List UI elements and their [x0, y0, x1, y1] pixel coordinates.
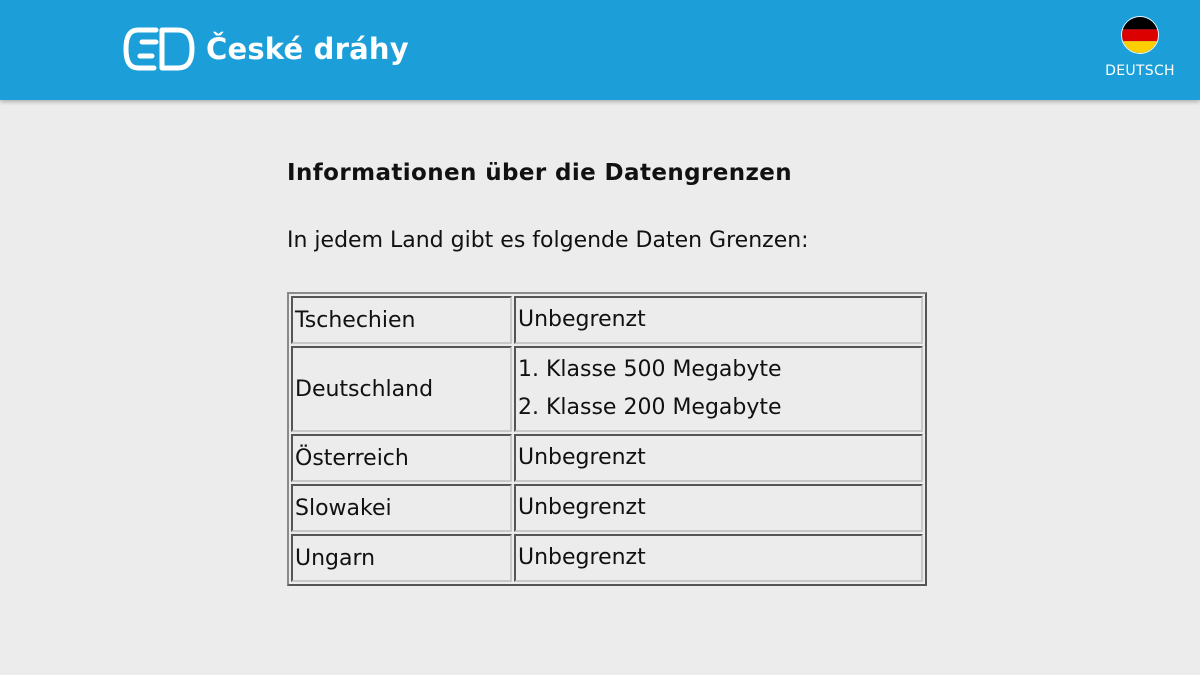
language-switcher[interactable]: DEUTSCH [1100, 16, 1180, 79]
country-cell: Deutschland [291, 346, 512, 432]
table-row: Österreich Unbegrenzt [291, 434, 923, 482]
cd-logo-icon [123, 27, 195, 71]
germany-flag-icon [1121, 16, 1159, 54]
country-cell: Slowakei [291, 484, 512, 532]
country-cell: Tschechien [291, 296, 512, 344]
limit-value: 2. Klasse 200 Megabyte [518, 395, 782, 420]
brand-name: České dráhy [206, 32, 409, 66]
limit-value: Unbegrenzt [518, 495, 646, 520]
limit-cell: Unbegrenzt [514, 296, 923, 344]
limit-value: Unbegrenzt [518, 307, 646, 332]
main-content: Informationen über die Datengrenzen In j… [287, 160, 947, 586]
limit-cell: 1. Klasse 500 Megabyte 2. Klasse 200 Meg… [514, 346, 923, 432]
table-row: Slowakei Unbegrenzt [291, 484, 923, 532]
limit-cell: Unbegrenzt [514, 434, 923, 482]
table-row: Ungarn Unbegrenzt [291, 534, 923, 582]
table-row: Deutschland 1. Klasse 500 Megabyte 2. Kl… [291, 346, 923, 432]
top-bar: České dráhy DEUTSCH [0, 0, 1200, 100]
country-cell: Ungarn [291, 534, 512, 582]
limit-cell: Unbegrenzt [514, 534, 923, 582]
limit-cell: Unbegrenzt [514, 484, 923, 532]
data-limits-table: Tschechien Unbegrenzt Deutschland 1. Kla… [287, 292, 927, 586]
intro-text: In jedem Land gibt es folgende Daten Gre… [287, 228, 809, 253]
country-cell: Österreich [291, 434, 512, 482]
limit-value: Unbegrenzt [518, 445, 646, 470]
language-label: DEUTSCH [1105, 63, 1175, 79]
limit-value: Unbegrenzt [518, 545, 646, 570]
page-title: Informationen über die Datengrenzen [287, 160, 793, 186]
table-row: Tschechien Unbegrenzt [291, 296, 923, 344]
limit-value: 1. Klasse 500 Megabyte [518, 357, 782, 382]
brand-home-link[interactable]: České dráhy [122, 22, 409, 76]
